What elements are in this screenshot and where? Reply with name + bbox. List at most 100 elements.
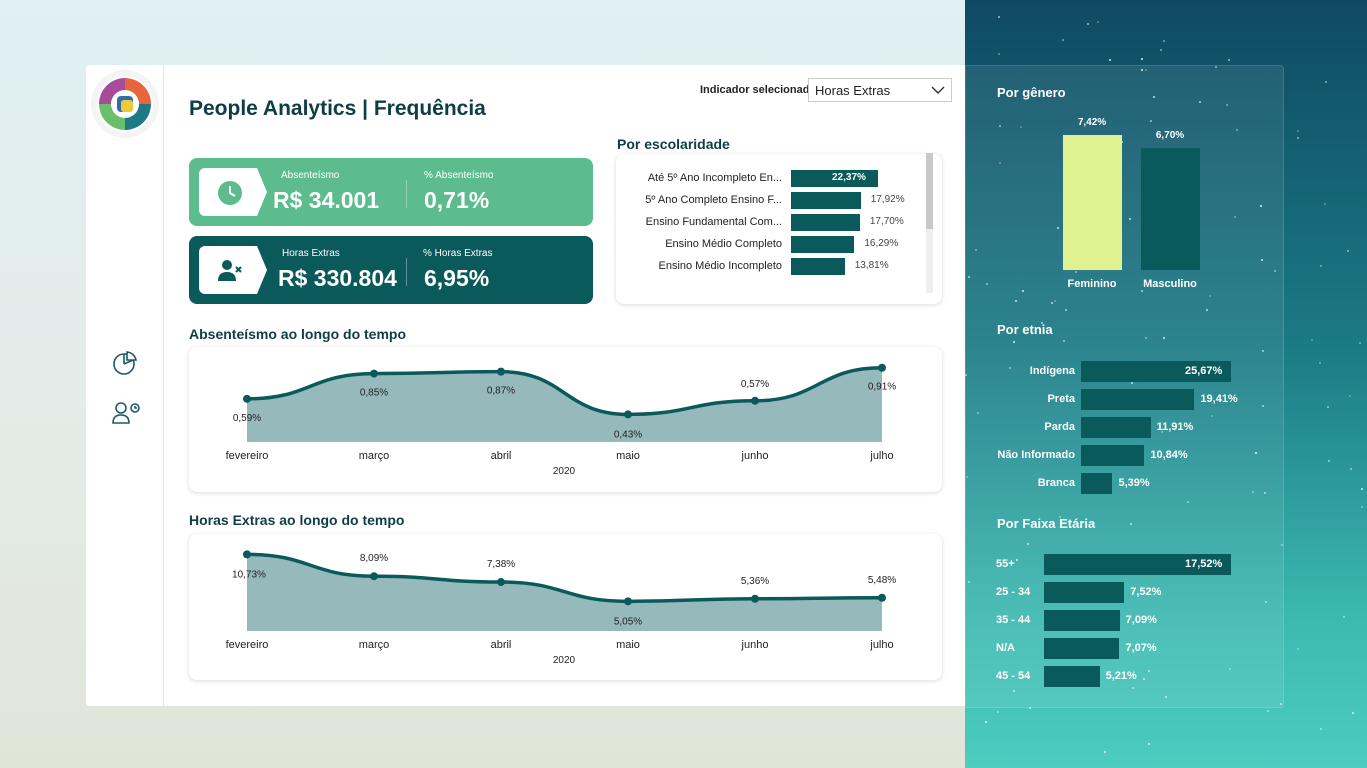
star (1145, 69, 1148, 72)
star (1062, 340, 1065, 343)
escolaridade-title: Por escolaridade (617, 136, 730, 152)
etnia-title: Por etnia (997, 322, 1053, 337)
gender-label: Feminino (1068, 278, 1117, 290)
star (1028, 706, 1031, 709)
faixa-row[interactable]: 55+ 17,52% (990, 554, 1250, 575)
escolaridade-row[interactable]: Ensino Médio Completo 16,29% (616, 236, 936, 254)
faixa-row[interactable]: 25 - 34 7,52% (990, 582, 1250, 603)
star (1206, 308, 1209, 311)
faixa-label: 35 - 44 (996, 614, 1031, 626)
x-tick-label: fevereiro (226, 450, 269, 462)
star (1254, 451, 1257, 454)
star (1251, 490, 1254, 493)
absent-chart-card: 0,59% fevereiro 0,85% março 0,87% abril 0,43% m… (189, 347, 942, 492)
etnia-row[interactable]: Indígena 25,67% (990, 361, 1250, 382)
faixa-bar (1044, 666, 1100, 687)
star (997, 16, 1000, 19)
etnia-label: Indígena (1029, 365, 1075, 377)
escolaridade-bar (791, 236, 855, 253)
etnia-bar (1081, 473, 1113, 494)
etnia-label: Branca (1037, 477, 1075, 489)
data-point (497, 367, 505, 376)
star (1279, 702, 1282, 705)
x-tick-label: maio (616, 450, 640, 462)
star (1140, 289, 1143, 292)
x-tick-label: junho (741, 639, 769, 651)
faixa-row[interactable]: N/A 7,07% (990, 638, 1250, 659)
faixa-pct: 7,52% (1130, 586, 1162, 598)
escolaridade-pct: 17,92% (870, 194, 905, 205)
etnia-row[interactable]: Preta 19,41% (990, 389, 1250, 410)
data-point (243, 394, 251, 403)
star (1026, 543, 1029, 546)
faixa-bar (1044, 610, 1120, 631)
data-label: 0,43% (614, 429, 642, 440)
star (1160, 49, 1163, 52)
star (1235, 129, 1238, 132)
genero-title: Por gênero (997, 85, 1066, 100)
etnia-pct: 25,67% (1185, 365, 1223, 377)
escolaridade-row[interactable]: Até 5º Ano Incompleto En... 22,37% (616, 170, 936, 188)
star (1281, 543, 1284, 546)
pie-chart-icon[interactable] (112, 350, 138, 380)
absenteeism-kpi-card: Absenteísmo R$ 34.001 % Absenteísmo 0,71… (189, 158, 593, 226)
x-tick-label: junho (741, 450, 769, 462)
star (1108, 59, 1111, 62)
faixa-pct: 17,52% (1185, 558, 1223, 570)
data-point (624, 410, 632, 419)
user-clock-icon[interactable] (111, 400, 141, 430)
kpi-separator (406, 258, 407, 286)
overtime-value: R$ 330.804 (278, 265, 397, 291)
overtime-pct-label: % Horas Extras (423, 248, 493, 259)
data-label: 0,59% (233, 413, 261, 424)
data-point (497, 578, 505, 587)
overtime-kpi-card: Horas Extras R$ 330.804 % Horas Extras 6… (189, 236, 593, 304)
star (1141, 68, 1144, 71)
data-point (751, 594, 759, 603)
star (1359, 342, 1362, 345)
gender-bar (1141, 148, 1200, 270)
user-remove-icon (218, 260, 242, 281)
absent-value: R$ 34.001 (273, 187, 380, 213)
star (967, 276, 970, 279)
etnia-bar (1081, 361, 1231, 382)
etnia-row[interactable]: Não Informado 10,84% (990, 445, 1250, 466)
star (1233, 215, 1236, 218)
star (1199, 101, 1202, 104)
star (1013, 690, 1016, 693)
star (1147, 669, 1150, 672)
data-label: 7,38% (487, 559, 515, 570)
etnia-row[interactable]: Parda 11,91% (990, 417, 1250, 438)
etnia-bar (1081, 445, 1145, 466)
indicator-dropdown[interactable]: Horas Extras (808, 78, 952, 102)
etnia-row[interactable]: Branca 5,39% (990, 473, 1250, 494)
escolaridade-bar (791, 192, 861, 209)
star (1059, 516, 1062, 519)
scrollbar-thumb[interactable] (926, 153, 933, 229)
escolaridade-row[interactable]: Ensino Médio Incompleto 13,81% (616, 258, 936, 276)
genero-chart-svg: 7,42% Feminino 6,70% Masculino (1063, 117, 1200, 290)
star (1051, 302, 1054, 305)
data-point (878, 593, 886, 602)
star (1262, 404, 1265, 407)
faixa-row[interactable]: 45 - 54 5,21% (990, 666, 1250, 687)
faixa-label: 55+ (996, 558, 1015, 570)
overtime-label: Horas Extras (282, 248, 340, 259)
star (1129, 218, 1132, 221)
star (1008, 367, 1011, 370)
star (1320, 264, 1323, 267)
star (1347, 249, 1350, 252)
data-label: 0,57% (741, 379, 769, 390)
escolaridade-row[interactable]: Ensino Fundamental Com... 17,70% (616, 214, 936, 232)
star (1131, 686, 1134, 689)
faixa-row[interactable]: 35 - 44 7,09% (990, 610, 1250, 631)
clock-icon (218, 181, 242, 205)
star (1328, 460, 1331, 463)
faixa-bar (1044, 582, 1125, 603)
star (1150, 120, 1153, 123)
etnia-pct: 5,39% (1118, 477, 1150, 489)
escolaridade-row[interactable]: 5º Ano Completo Ensino F... 17,92% (616, 192, 936, 210)
data-point (878, 363, 886, 372)
star (1360, 487, 1363, 490)
star (1266, 710, 1269, 713)
